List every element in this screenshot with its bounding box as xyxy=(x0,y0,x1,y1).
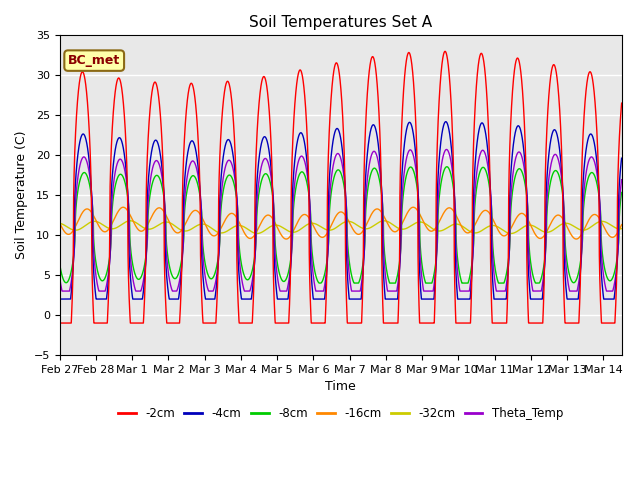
-16cm xyxy=(270,217,278,223)
-4cm xyxy=(221,144,228,150)
-8cm xyxy=(122,182,129,188)
-32cm xyxy=(221,229,228,235)
-32cm xyxy=(618,226,625,231)
-16cm xyxy=(282,236,290,242)
-4cm xyxy=(270,243,278,249)
Y-axis label: Soil Temperature (C): Soil Temperature (C) xyxy=(15,131,28,259)
-16cm xyxy=(122,205,129,211)
-2cm xyxy=(56,320,63,326)
-16cm xyxy=(481,208,488,214)
-2cm xyxy=(221,86,228,92)
-2cm xyxy=(441,48,449,54)
-4cm xyxy=(618,156,625,161)
-32cm xyxy=(531,224,539,229)
-4cm xyxy=(122,162,129,168)
-2cm xyxy=(481,63,488,69)
-32cm xyxy=(122,219,129,225)
-16cm xyxy=(56,220,63,226)
Legend: -2cm, -4cm, -8cm, -16cm, -32cm, Theta_Temp: -2cm, -4cm, -8cm, -16cm, -32cm, Theta_Te… xyxy=(113,402,568,425)
Line: -2cm: -2cm xyxy=(60,51,621,323)
-2cm xyxy=(517,72,525,78)
-8cm xyxy=(270,204,278,210)
-4cm xyxy=(481,124,488,130)
-4cm xyxy=(442,119,449,124)
Theta_Temp xyxy=(221,166,229,171)
-2cm xyxy=(618,100,625,106)
-8cm xyxy=(517,168,525,173)
-8cm xyxy=(221,180,228,186)
-8cm xyxy=(481,165,488,171)
-8cm xyxy=(316,280,323,286)
Theta_Temp xyxy=(517,152,525,158)
Line: -32cm: -32cm xyxy=(60,221,621,233)
Line: -4cm: -4cm xyxy=(60,121,621,299)
X-axis label: Time: Time xyxy=(325,380,356,393)
-32cm xyxy=(380,218,388,224)
Line: -16cm: -16cm xyxy=(60,207,621,239)
-2cm xyxy=(270,287,278,293)
Theta_Temp xyxy=(481,149,488,155)
-32cm xyxy=(270,222,278,228)
-16cm xyxy=(410,204,417,210)
-16cm xyxy=(517,211,525,216)
Theta_Temp xyxy=(58,288,66,294)
-32cm xyxy=(481,226,488,232)
Line: Theta_Temp: Theta_Temp xyxy=(60,149,621,291)
Theta_Temp xyxy=(443,146,451,152)
Theta_Temp xyxy=(270,206,278,212)
-2cm xyxy=(531,320,539,326)
-8cm xyxy=(531,279,539,285)
-4cm xyxy=(531,296,539,302)
Theta_Temp xyxy=(56,274,63,280)
Text: BC_met: BC_met xyxy=(68,54,120,67)
Theta_Temp xyxy=(531,288,539,294)
-16cm xyxy=(531,231,539,237)
-8cm xyxy=(56,261,63,266)
-2cm xyxy=(122,133,129,139)
Theta_Temp xyxy=(122,173,129,179)
-32cm xyxy=(507,230,515,236)
-8cm xyxy=(618,190,625,195)
-4cm xyxy=(56,296,63,302)
Line: -8cm: -8cm xyxy=(60,167,621,283)
-32cm xyxy=(56,220,63,226)
-16cm xyxy=(618,222,625,228)
-8cm xyxy=(443,164,451,169)
-4cm xyxy=(517,130,525,135)
-32cm xyxy=(517,226,525,231)
Title: Soil Temperatures Set A: Soil Temperatures Set A xyxy=(249,15,432,30)
-16cm xyxy=(221,217,228,223)
Theta_Temp xyxy=(618,177,625,182)
